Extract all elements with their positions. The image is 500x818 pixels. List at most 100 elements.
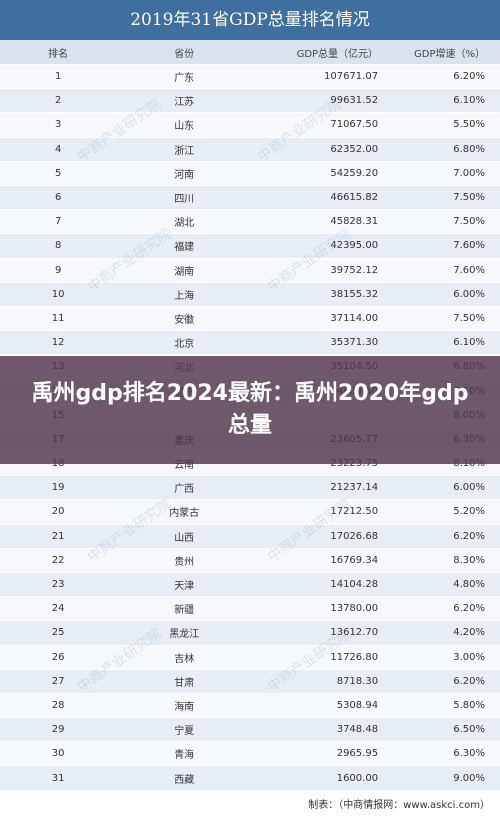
growth-cell: 7.60% — [453, 264, 485, 276]
province-cell: 天津 — [174, 581, 195, 593]
province-cell: 河南 — [174, 169, 195, 181]
rank-cell: 27 — [51, 675, 65, 687]
table-header-row: 排名 省份 GDP总量（亿元） GDP增速（%） — [0, 40, 500, 65]
rank-cell: 9 — [54, 264, 62, 276]
growth-cell: 6.50% — [453, 724, 485, 736]
gdp-cell: 39752.12 — [330, 264, 379, 276]
table-row: 20 内蒙古 17212.50 5.20% — [0, 500, 500, 525]
article-title-banner[interactable]: 禹州gdp排名2024最新：禹州2020年gdp总量 — [0, 356, 500, 464]
gdp-cell: 99631.52 — [330, 95, 379, 107]
source-note: 制表：（中商情报网：www.askci.com） — [308, 800, 490, 811]
province-cell: 浙江 — [174, 145, 195, 157]
table-row: 25 黑龙江 13612.70 4.20% — [0, 621, 500, 646]
rank-cell: 4 — [54, 143, 62, 155]
gdp-cell: 17212.50 — [330, 506, 379, 518]
table-row: 23 天津 14104.28 4.80% — [0, 572, 500, 598]
province-cell: 山东 — [174, 121, 195, 133]
rank-cell: 26 — [51, 651, 65, 663]
growth-cell: 8.30% — [453, 554, 485, 566]
gdp-cell: 35371.30 — [330, 337, 379, 349]
gdp-cell: 54259.20 — [330, 167, 379, 179]
province-cell: 青海 — [174, 750, 195, 762]
article-title[interactable]: 禹州gdp排名2024最新：禹州2020年gdp总量 — [31, 381, 469, 438]
province-cell: 新疆 — [174, 605, 195, 617]
gdp-cell: 37114.00 — [330, 312, 379, 324]
province-cell: 甘肃 — [174, 677, 195, 689]
table-row: 12 北京 35371.30 6.10% — [0, 331, 500, 356]
table-row: 7 湖北 45828.31 7.50% — [0, 210, 500, 235]
growth-cell: 7.50% — [453, 216, 485, 228]
province-cell: 北京 — [174, 339, 195, 351]
province-cell: 云南 — [174, 460, 195, 472]
gdp-cell: 11726.80 — [330, 651, 379, 663]
province-cell: 四川 — [174, 194, 195, 206]
rank-cell: 3 — [54, 119, 62, 131]
province-cell: 湖北 — [174, 218, 195, 230]
gdp-cell: 38155.32 — [330, 288, 379, 300]
table-row: 26 吉林 11726.80 3.00% — [0, 645, 500, 670]
province-cell: 福建 — [174, 242, 195, 254]
table-row: 8 福建 42395.00 7.60% — [0, 234, 500, 259]
table-row: 19 广西 21237.14 6.00% — [0, 476, 500, 501]
growth-cell: 6.20% — [453, 603, 485, 615]
rank-cell: 6 — [54, 192, 62, 204]
province-cell: 广西 — [174, 484, 195, 496]
gdp-cell: 45828.31 — [330, 216, 379, 228]
province-cell: 贵州 — [174, 556, 195, 568]
rank-cell: 29 — [51, 724, 65, 736]
gdp-cell: 16769.34 — [330, 554, 379, 566]
table-row: 21 山西 17026.68 6.20% — [0, 524, 500, 549]
table-row: 27 甘肃 8718.30 6.20% — [0, 669, 500, 694]
gdp-cell: 13612.70 — [330, 627, 379, 639]
rank-cell: 19 — [51, 482, 65, 494]
rank-cell: 12 — [51, 337, 65, 349]
table-row: 4 浙江 62352.00 6.80% — [0, 137, 500, 162]
rank-cell: 10 — [51, 288, 65, 300]
growth-cell: 6.30% — [453, 748, 485, 760]
province-cell: 广东 — [174, 73, 195, 85]
table-row: 28 海南 5308.94 5.80% — [0, 693, 500, 719]
gdp-cell: 3748.48 — [336, 724, 379, 736]
header-gdp: GDP总量（亿元） — [296, 48, 379, 60]
growth-cell: 5.20% — [453, 506, 485, 518]
rank-cell: 20 — [51, 506, 65, 518]
province-cell: 安徽 — [174, 314, 195, 326]
growth-cell: 7.60% — [453, 240, 485, 252]
growth-cell: 6.10% — [453, 337, 485, 349]
gdp-cell: 8718.30 — [336, 675, 379, 687]
growth-cell: 5.80% — [453, 699, 485, 711]
rank-cell: 24 — [51, 603, 65, 615]
rank-cell: 21 — [51, 530, 65, 542]
growth-cell: 7.00% — [453, 167, 485, 179]
table-row: 31 西藏 1600.00 9.00% — [0, 766, 500, 791]
header-province: 省份 — [174, 48, 195, 60]
rank-cell: 23 — [51, 579, 65, 591]
rank-cell: 5 — [54, 167, 62, 179]
growth-cell: 6.20% — [453, 675, 485, 687]
gdp-cell: 13780.00 — [330, 603, 379, 615]
gdp-cell: 46615.82 — [330, 192, 379, 204]
province-cell: 内蒙古 — [169, 508, 200, 520]
gdp-cell: 71067.50 — [330, 119, 379, 131]
gdp-cell: 21237.14 — [330, 482, 379, 494]
header-growth: GDP增速（%） — [414, 48, 485, 60]
province-cell: 西藏 — [174, 774, 195, 786]
table-row: 24 新疆 13780.00 6.20% — [0, 597, 500, 622]
rank-cell: 1 — [54, 71, 62, 83]
gdp-cell: 14104.28 — [330, 579, 379, 591]
growth-cell: 4.20% — [453, 627, 485, 639]
province-cell: 宁夏 — [174, 726, 195, 738]
table-row: 6 四川 46615.82 7.50% — [0, 185, 500, 211]
rank-cell: 30 — [51, 748, 65, 760]
growth-cell: 7.50% — [453, 312, 485, 324]
table-title: 2019年31省GDP总量排名情况 — [0, 0, 500, 40]
growth-cell: 5.50% — [453, 119, 485, 131]
rank-cell: 7 — [54, 216, 62, 228]
province-cell: 湖南 — [174, 266, 195, 278]
growth-cell: 3.00% — [453, 651, 485, 663]
table-row: 1 广东 107671.07 6.20% — [0, 65, 500, 90]
table-row: 5 河南 54259.20 7.00% — [0, 161, 500, 186]
gdp-cell: 107671.07 — [323, 71, 379, 83]
growth-cell: 6.00% — [453, 288, 485, 300]
rank-cell: 2 — [54, 95, 62, 107]
